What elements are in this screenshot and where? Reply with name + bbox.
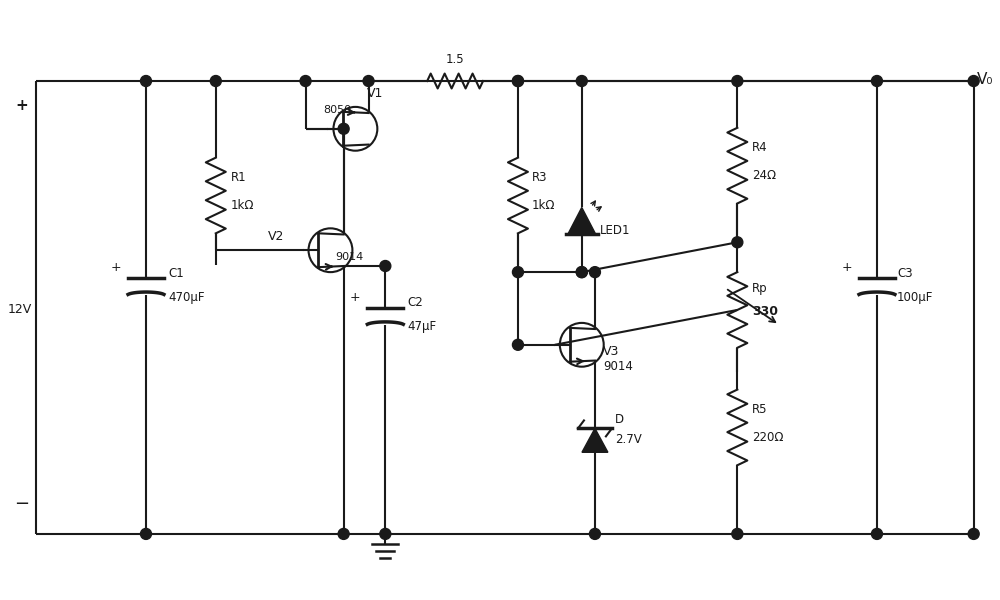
Text: LED1: LED1 [600, 224, 630, 237]
Text: 12V: 12V [7, 304, 31, 316]
Text: 1.5: 1.5 [446, 53, 464, 66]
Circle shape [512, 76, 523, 86]
Circle shape [363, 76, 374, 86]
Text: +: + [15, 98, 28, 113]
Text: 330: 330 [752, 305, 778, 319]
Circle shape [141, 529, 151, 539]
Circle shape [338, 529, 349, 539]
Text: Rp: Rp [752, 281, 768, 295]
Text: C1: C1 [168, 266, 184, 280]
Text: V₀: V₀ [977, 71, 993, 86]
Text: 470μF: 470μF [168, 290, 204, 304]
Polygon shape [568, 208, 596, 235]
Text: +: + [842, 261, 852, 274]
Circle shape [512, 76, 523, 86]
Circle shape [732, 76, 743, 86]
Text: 8050: 8050 [323, 105, 352, 115]
Circle shape [512, 340, 523, 350]
Text: D: D [615, 413, 624, 426]
Text: 2.7V: 2.7V [615, 433, 642, 446]
Circle shape [380, 529, 391, 539]
Circle shape [338, 124, 349, 134]
Text: V3: V3 [603, 345, 619, 358]
Circle shape [380, 260, 391, 271]
Text: V2: V2 [267, 230, 284, 243]
Circle shape [968, 529, 979, 539]
Circle shape [589, 266, 600, 278]
Circle shape [968, 76, 979, 86]
Text: +: + [111, 261, 121, 274]
Text: R3: R3 [532, 171, 547, 184]
Text: 220Ω: 220Ω [752, 431, 784, 444]
Text: R4: R4 [752, 141, 768, 154]
Text: 1kΩ: 1kΩ [532, 199, 555, 212]
Text: +: + [350, 291, 361, 304]
Text: R5: R5 [752, 403, 768, 416]
Text: 1kΩ: 1kΩ [231, 199, 254, 212]
Text: V1: V1 [367, 88, 384, 100]
Text: 100μF: 100μF [897, 290, 933, 304]
Text: −: − [14, 495, 29, 513]
Text: 47μF: 47μF [407, 320, 436, 334]
Circle shape [732, 237, 743, 248]
Text: C2: C2 [407, 296, 423, 310]
Circle shape [141, 76, 151, 86]
Text: R1: R1 [231, 171, 246, 184]
Polygon shape [582, 428, 608, 452]
Text: C3: C3 [897, 266, 913, 280]
Circle shape [300, 76, 311, 86]
Circle shape [871, 76, 882, 86]
Text: 9014: 9014 [335, 252, 364, 262]
Circle shape [732, 529, 743, 539]
Circle shape [576, 76, 587, 86]
Circle shape [512, 266, 523, 278]
Circle shape [576, 266, 587, 278]
Circle shape [210, 76, 221, 86]
Circle shape [576, 266, 587, 278]
Text: 24Ω: 24Ω [752, 169, 776, 182]
Circle shape [589, 529, 600, 539]
Circle shape [871, 529, 882, 539]
Text: 9014: 9014 [603, 360, 633, 373]
